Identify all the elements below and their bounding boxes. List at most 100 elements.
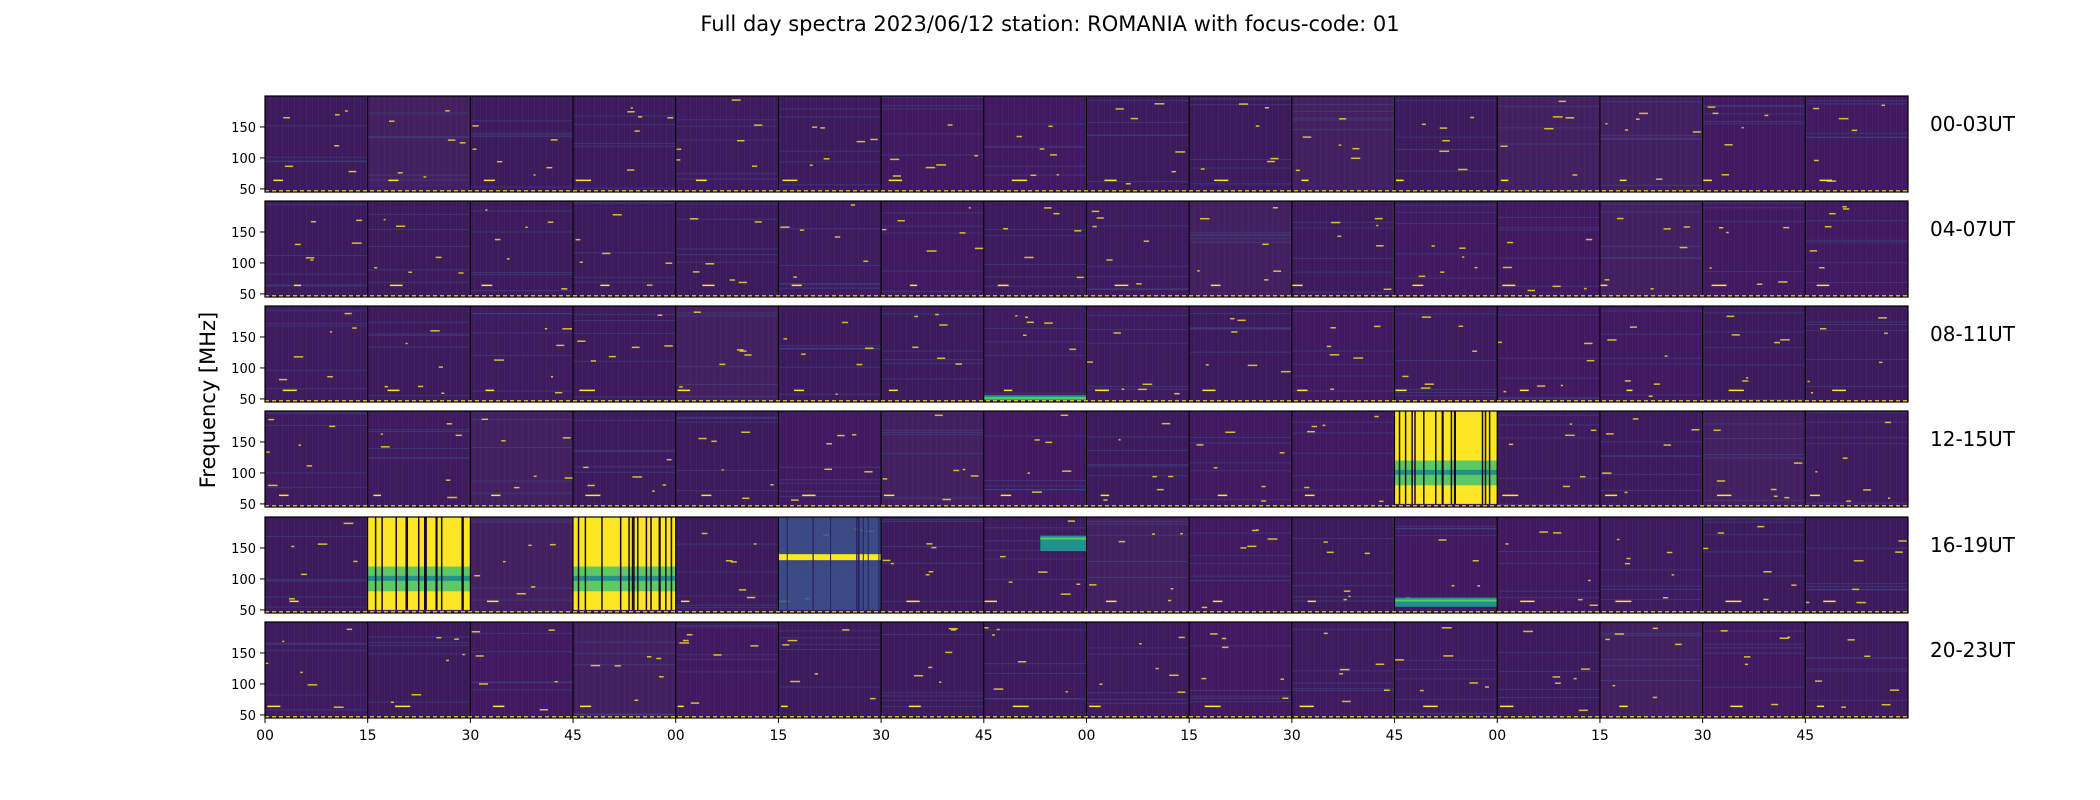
interference-dot [783, 338, 788, 340]
interference-dot [1842, 457, 1848, 459]
interference-dot [436, 636, 442, 639]
noise-band [1599, 245, 1703, 247]
noise-band [573, 142, 676, 144]
noise-band [778, 347, 882, 349]
interference-dot [1202, 389, 1216, 392]
noise-band [881, 519, 984, 521]
noise-band [1291, 421, 1395, 423]
interference-dot [475, 655, 484, 657]
spectrum-panel [1188, 410, 1293, 508]
strip-border [264, 95, 1909, 193]
interference-dot [1807, 380, 1810, 383]
interference-dot [1143, 240, 1150, 242]
noise-band [1394, 149, 1498, 151]
noise-band [1086, 523, 1190, 525]
interference-dot [491, 494, 501, 497]
noise-band [367, 321, 471, 323]
noise-band [1805, 330, 1908, 332]
noise-band [778, 393, 882, 395]
noise-band [1702, 521, 1806, 523]
burst-gap-line [857, 517, 859, 610]
interference-dot [1177, 691, 1186, 693]
noise-band [1189, 158, 1292, 160]
noise-band [470, 231, 574, 233]
noise-band [881, 600, 984, 602]
noise-band [1497, 590, 1600, 592]
spectrum-panel [675, 200, 779, 298]
spectrum-panel [1188, 516, 1293, 614]
noise-band [675, 571, 779, 573]
interference-dot [1376, 224, 1379, 227]
interference-dot [348, 170, 357, 173]
noise-band [1497, 314, 1600, 316]
noise-band [265, 369, 368, 371]
interference-dot [1565, 434, 1575, 437]
interference-dot [373, 494, 382, 497]
panel-texture [1086, 306, 1190, 402]
interference-dot [1604, 279, 1610, 281]
noise-band [367, 245, 471, 247]
noise-band [1394, 712, 1498, 714]
noise-band [1189, 231, 1292, 233]
x-tick-label: 15 [1180, 728, 1198, 744]
noise-band [1599, 632, 1703, 634]
interference-dot [1662, 597, 1669, 599]
interference-dot [1003, 389, 1013, 392]
interference-dot [1500, 705, 1514, 708]
interference-dot [1032, 491, 1042, 493]
interference-dot [1558, 100, 1566, 103]
burst-region [778, 517, 882, 610]
burst-band [778, 554, 882, 561]
interference-dot [962, 468, 966, 471]
noise-band [1805, 220, 1908, 222]
noise-band [778, 348, 882, 350]
noise-band [1189, 532, 1292, 534]
noise-band [573, 281, 676, 283]
noise-band [367, 395, 471, 397]
interference-dot [1161, 422, 1171, 425]
noise-band [470, 132, 574, 134]
panel-texture [983, 201, 1087, 297]
noise-band [983, 663, 1087, 665]
interference-dot [1076, 276, 1084, 279]
noise-band [1394, 527, 1498, 529]
interference-dot [1889, 689, 1900, 691]
noise-band [1189, 580, 1292, 582]
interference-dot [288, 598, 295, 600]
noise-band [983, 306, 1087, 308]
burst-region [1394, 597, 1498, 607]
interference-dot [525, 226, 528, 229]
interference-dot [996, 628, 1000, 631]
burst-gap-line [665, 517, 667, 610]
interference-dot [1352, 147, 1360, 150]
interference-dot [1666, 551, 1673, 554]
panel-texture [881, 411, 984, 507]
interference-dot [1805, 601, 1810, 604]
interference-dot [1784, 496, 1790, 499]
noise-band [367, 701, 471, 703]
interference-dot [1711, 284, 1727, 287]
panel-texture [881, 622, 984, 718]
interference-dot [681, 600, 690, 603]
noise-band [1805, 358, 1908, 360]
noise-band [1189, 183, 1292, 185]
interference-dot [1884, 332, 1888, 335]
interference-dot [1707, 106, 1716, 108]
noise-band [1702, 454, 1806, 456]
panel-texture [573, 622, 676, 718]
interference-dot [1039, 148, 1045, 150]
interference-dot [782, 179, 798, 182]
interference-dot [544, 327, 548, 330]
noise-band [1497, 216, 1600, 218]
panel-texture [470, 96, 574, 192]
interference-dot [1586, 359, 1595, 362]
burst-gap-line [1484, 411, 1487, 504]
noise-band [1189, 351, 1292, 353]
noise-band [1291, 670, 1395, 672]
noise-band [1805, 443, 1908, 445]
spectrum-panel [983, 410, 1087, 508]
noise-band [1086, 134, 1190, 136]
interference-dot [1089, 705, 1101, 708]
noise-band [675, 173, 779, 175]
noise-band [1086, 521, 1190, 523]
